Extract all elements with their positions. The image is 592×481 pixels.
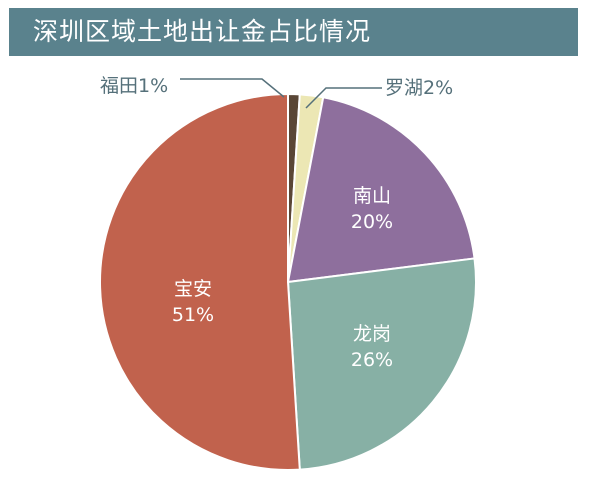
pie-slice-3 [286,257,477,471]
slice-value-2: 20% [351,211,393,233]
slice-label-0: 福田1% [100,75,168,97]
pie-slice-4 [99,92,301,471]
slice-label-1: 罗湖2% [385,77,453,99]
slice-name-2: 南山 [353,185,391,207]
slice-name-3: 龙岗 [353,323,391,345]
chart-title: 深圳区域土地出让金占比情况 [33,17,372,46]
slice-value-3: 26% [351,349,393,371]
title-bar: 深圳区域土地出让金占比情况 [9,8,578,56]
leader-line-1 [305,87,382,109]
slice-name-4: 宝安 [174,278,212,300]
leader-line-0 [180,78,285,98]
slice-value-4: 51% [172,304,214,326]
pie-slice-2 [286,96,476,284]
